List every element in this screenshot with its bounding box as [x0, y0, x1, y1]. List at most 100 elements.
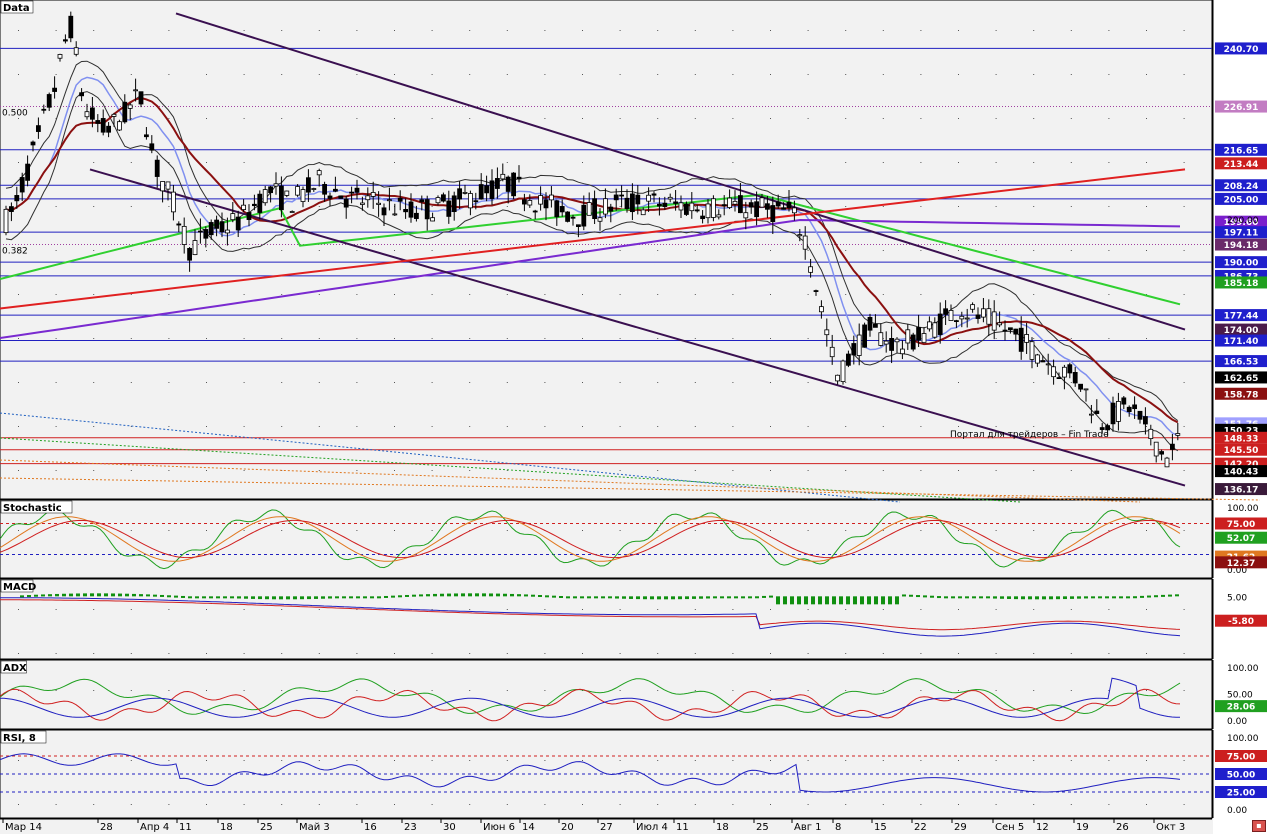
macd-histogram-bar [139, 594, 143, 597]
candle-body [873, 323, 878, 328]
candle-body [30, 141, 36, 146]
x-axis-label: Сен 5 [995, 822, 1024, 833]
grid-dot [582, 382, 583, 383]
candle-body [603, 198, 608, 215]
grid-dot [168, 804, 170, 805]
grid-dot [958, 30, 959, 31]
macd-histogram-bar [1063, 596, 1067, 600]
grid-dot [206, 760, 207, 761]
grid-dot [882, 609, 884, 610]
grid-dot [807, 250, 809, 251]
candle-body [1175, 433, 1181, 436]
grid-dot [130, 382, 132, 383]
macd-histogram-bar [342, 596, 346, 599]
grid-dot [920, 653, 922, 654]
macd-histogram-bar [1028, 596, 1032, 600]
grid-dot [770, 382, 771, 383]
grid-dot [318, 118, 320, 119]
grid-dot [882, 382, 884, 383]
macd-histogram-bar [797, 596, 801, 605]
grid-dot [845, 804, 847, 805]
grid-dot [845, 250, 847, 251]
panel-frame [0, 578, 1213, 660]
price-tag-bg [1215, 387, 1267, 400]
x-axis-label: 27 [600, 822, 613, 833]
candle-body [608, 206, 614, 212]
axis-tick-label: 5.00 [1227, 594, 1247, 604]
macd-histogram-bar [972, 596, 976, 599]
macd-histogram-bar [335, 596, 339, 599]
grid-dot [55, 426, 57, 427]
grid-dot [845, 338, 847, 339]
macd-histogram-bar [62, 593, 66, 597]
grid-dot [318, 338, 320, 339]
candle-body [878, 332, 884, 346]
candle-body [100, 118, 106, 133]
grid-dot [469, 250, 471, 251]
candle-body [1062, 366, 1067, 378]
grid-dot [130, 426, 132, 427]
grid-dot [356, 294, 358, 295]
grid-dot [958, 74, 959, 75]
panel-frame [0, 659, 1213, 730]
grid-dot [356, 250, 358, 251]
grid-dot [732, 118, 734, 119]
macd-histogram-bar [454, 593, 458, 597]
macd-histogram-bar [34, 594, 38, 597]
grid-dot [770, 804, 771, 805]
grid-dot [394, 690, 395, 691]
grid-dot [920, 250, 922, 251]
candle-body [829, 346, 835, 358]
candle-body [127, 104, 133, 109]
grid-dot [920, 530, 922, 531]
grid-dot [55, 804, 57, 805]
grid-dot [469, 30, 471, 31]
grid-dot [582, 760, 583, 761]
grid-dot [281, 162, 283, 163]
macd-histogram-bar [356, 596, 360, 599]
panel-title-bg [0, 500, 73, 514]
grid-dot [1183, 206, 1185, 207]
macd-histogram-bar [293, 596, 297, 600]
candle-body [208, 222, 214, 236]
candle-body [1008, 327, 1013, 331]
grid-dot [168, 690, 170, 691]
grid-dot [168, 338, 170, 339]
candle-body [484, 185, 490, 194]
grid-dot [807, 294, 809, 295]
grid-dot [506, 30, 508, 31]
macd-histogram-bar [671, 596, 675, 600]
macd-histogram-bar [118, 593, 122, 597]
grid-dot [582, 690, 583, 691]
grid-dot [619, 760, 621, 761]
close-icon[interactable]: ▪ [1252, 820, 1266, 832]
price-tag: 213.44 [1215, 157, 1267, 170]
grid-dot [318, 382, 320, 383]
grid-dot [243, 426, 245, 427]
indicator-tag-bg [1215, 556, 1267, 569]
grid-dot [1146, 74, 1147, 75]
grid-dot [18, 118, 19, 119]
grid-dot [431, 653, 433, 654]
grid-dot [582, 30, 583, 31]
grid-dot [206, 426, 207, 427]
x-axis-label: 12 [1036, 822, 1049, 833]
grid-dot [807, 382, 809, 383]
macd-histogram-bar [979, 596, 983, 599]
grid-dot [657, 294, 659, 295]
candle-body [343, 198, 349, 208]
grid-dot [18, 760, 19, 761]
grid-dot [469, 74, 471, 75]
macd-histogram-bar [573, 596, 577, 599]
grid-dot [958, 760, 959, 761]
grid-dot [995, 653, 997, 654]
grid-dot [1108, 760, 1110, 761]
grid-dot [243, 653, 245, 654]
grid-dot [356, 30, 358, 31]
grid-dot [619, 162, 621, 163]
grid-dot [93, 74, 95, 75]
grid-dot [770, 74, 771, 75]
candle-body [959, 315, 965, 320]
grid-dot [582, 118, 583, 119]
macd-histogram-bar [41, 594, 45, 597]
